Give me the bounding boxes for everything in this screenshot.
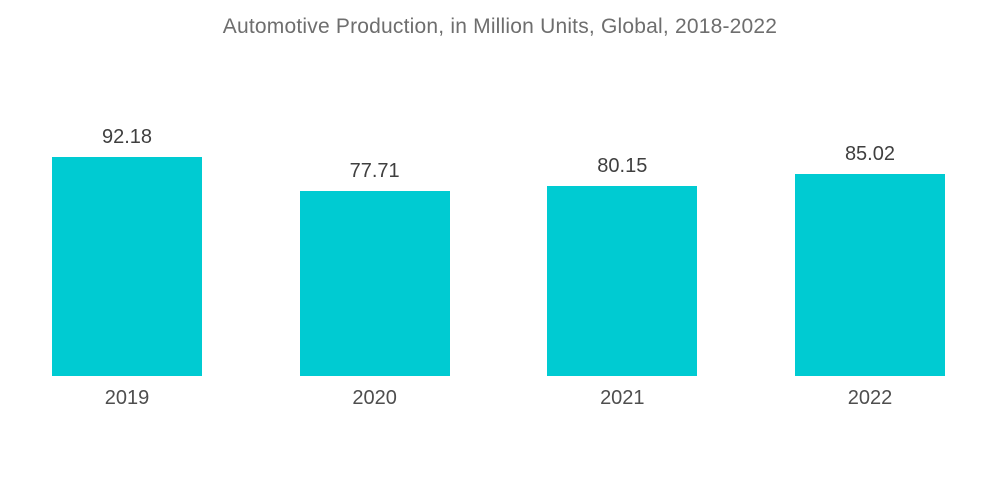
chart-title: Automotive Production, in Million Units,… xyxy=(222,15,778,38)
bar-group-2021: 80.15 2021 xyxy=(547,110,698,411)
bar-group-2020: 77.71 2020 xyxy=(299,110,450,411)
bar-group-2022: 85.02 2022 xyxy=(794,110,945,411)
bar-value-label: 92.18 xyxy=(101,126,153,148)
bar xyxy=(299,191,450,376)
bar-value-label: 77.71 xyxy=(349,160,400,182)
bar-group-2019: 92.18 2019 xyxy=(52,110,202,411)
x-axis-category-label: 2021 xyxy=(600,387,645,409)
bar-value-label: 80.15 xyxy=(597,155,648,177)
x-axis-category-label: 2019 xyxy=(104,387,150,409)
bar xyxy=(52,157,202,376)
x-axis-category-label: 2022 xyxy=(847,387,893,409)
bar xyxy=(794,174,945,376)
bar-value-label: 85.02 xyxy=(844,143,895,165)
x-axis-category-label: 2020 xyxy=(352,387,397,409)
bar-chart-plot-area: 92.18 2019 77.71 2020 80.15 2021 85.02 2022 xyxy=(52,110,945,411)
bar xyxy=(547,186,698,376)
